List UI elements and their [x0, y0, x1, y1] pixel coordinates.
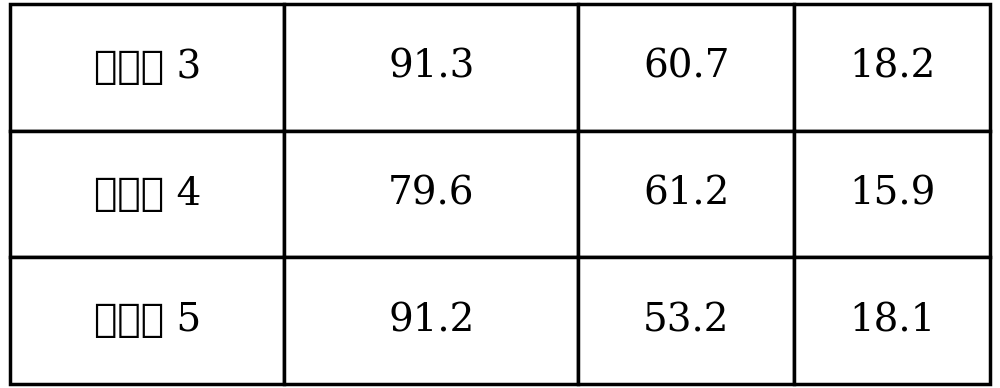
Text: 对比例 3: 对比例 3: [94, 49, 201, 86]
Text: 91.2: 91.2: [388, 302, 475, 339]
Text: 60.7: 60.7: [643, 49, 729, 86]
Text: 18.2: 18.2: [849, 49, 935, 86]
Text: 对比例 5: 对比例 5: [94, 302, 201, 339]
Bar: [10, 257, 284, 384]
Bar: [10, 4, 284, 131]
Text: 53.2: 53.2: [643, 302, 729, 339]
Text: 61.2: 61.2: [643, 175, 729, 213]
Bar: [794, 131, 990, 257]
Bar: [284, 257, 578, 384]
Bar: [10, 131, 284, 257]
Bar: [578, 257, 794, 384]
Bar: [794, 4, 990, 131]
Text: 91.3: 91.3: [388, 49, 475, 86]
Bar: [284, 131, 578, 257]
Bar: [284, 4, 578, 131]
Text: 79.6: 79.6: [388, 175, 475, 213]
Text: 15.9: 15.9: [849, 175, 935, 213]
Text: 对比例 4: 对比例 4: [94, 175, 201, 213]
Bar: [578, 131, 794, 257]
Bar: [794, 257, 990, 384]
Text: 18.1: 18.1: [849, 302, 935, 339]
Bar: [578, 4, 794, 131]
